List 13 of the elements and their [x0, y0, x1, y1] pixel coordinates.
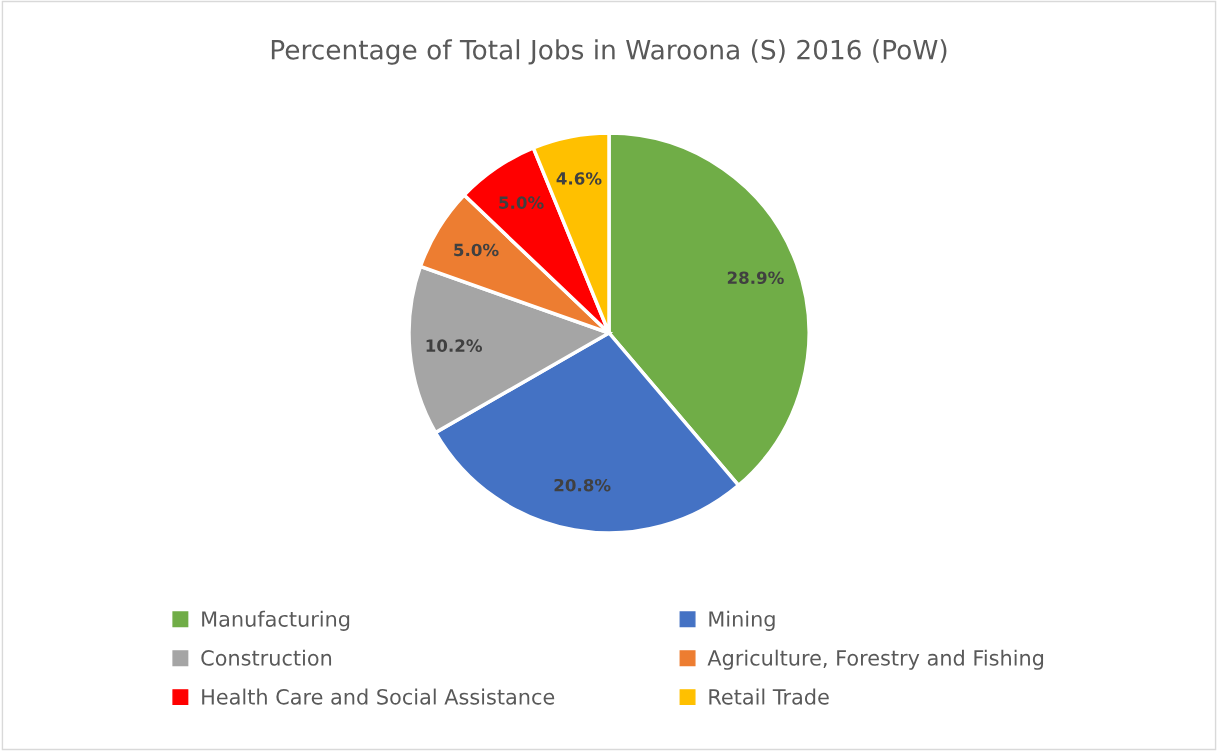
legend-label: Retail Trade: [709, 688, 829, 705]
legend-label: Manufacturing: [202, 610, 350, 631]
legend-label: Mining: [709, 610, 775, 631]
data-label: 28.9%: [727, 271, 784, 285]
data-label: 10.2%: [426, 339, 483, 352]
data-label: 5.0%: [499, 196, 544, 209]
legend-label: Health Care and Social Assistance: [202, 688, 555, 705]
data-label: 5.0%: [454, 243, 499, 257]
data-label: 4.6%: [556, 172, 602, 185]
legend-label: Agriculture, Forestry and Fishing: [707, 649, 1044, 670]
chart-title: Percentage of Total Jobs in Waroona (S) 2016 (PoW): [271, 39, 947, 65]
data-label: 20.8%: [554, 478, 611, 492]
legend-label: Construction: [201, 649, 332, 666]
